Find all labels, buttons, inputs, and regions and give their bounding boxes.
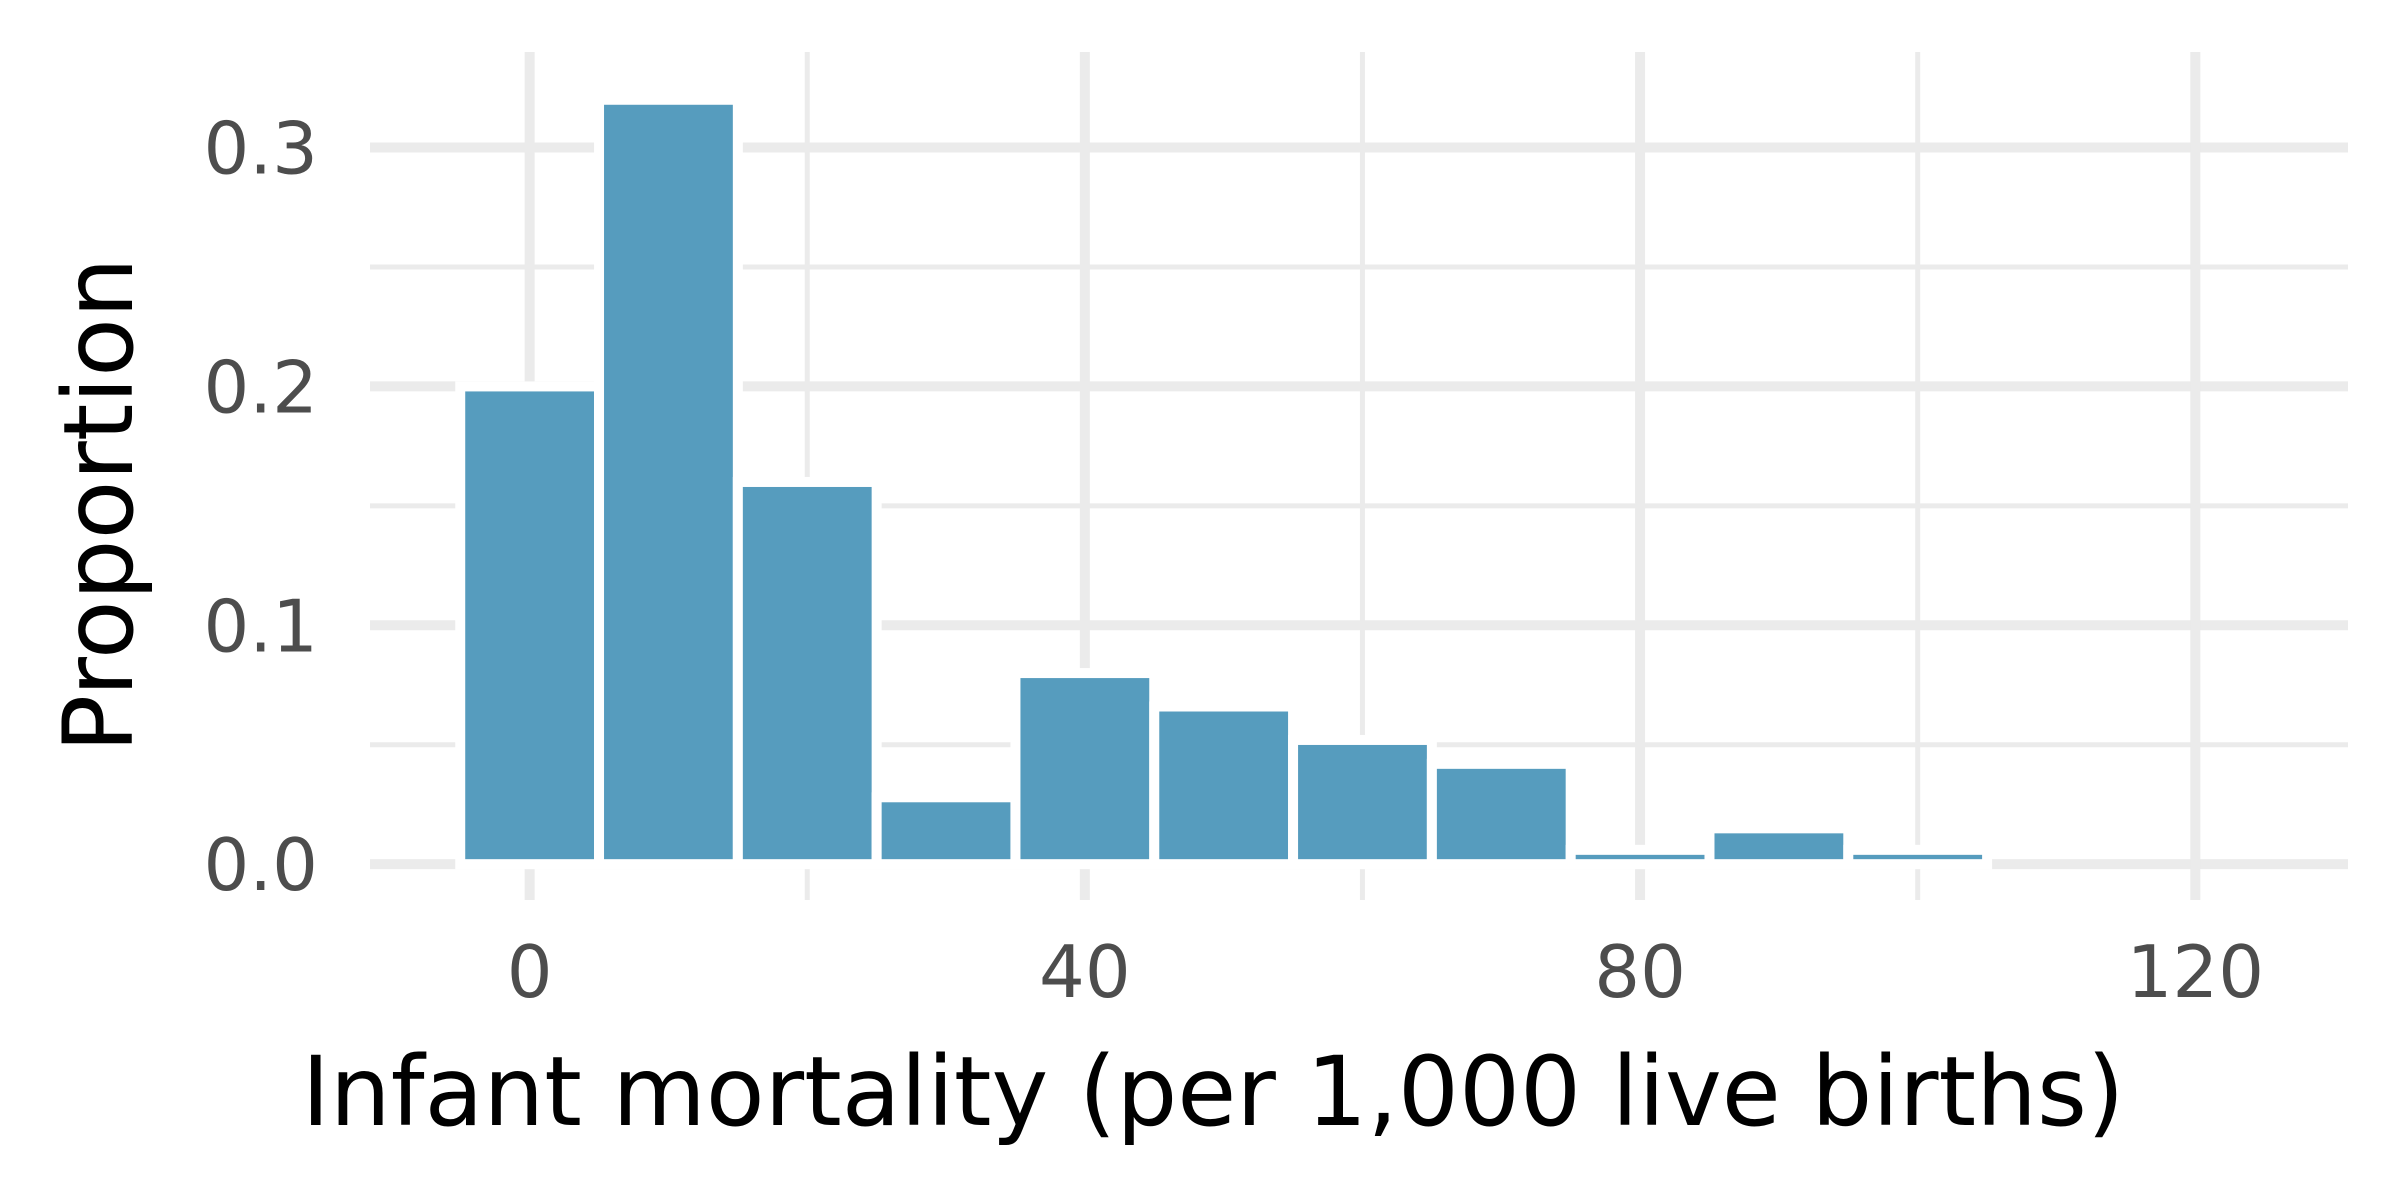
histogram-bar <box>594 94 743 870</box>
histogram-bar <box>732 476 882 870</box>
histogram-bar <box>1426 758 1576 870</box>
x-axis-title: Infant mortality (per 1,000 live births) <box>302 1036 2125 1148</box>
histogram-bar <box>1149 701 1299 870</box>
grid-lines <box>370 52 2348 900</box>
y-tick-label: 0.2 <box>203 345 318 429</box>
x-tick-labels: 0 40 80 120 <box>507 930 2264 1014</box>
y-tick-label: 0.0 <box>203 823 318 907</box>
histogram-bar <box>455 381 605 870</box>
x-tick-label: 80 <box>1594 930 1686 1014</box>
y-tick-labels: 0.0 0.1 0.2 0.3 <box>203 107 318 908</box>
histogram-bar <box>1288 734 1437 870</box>
y-tick-label: 0.1 <box>203 584 318 668</box>
histogram-bar <box>871 792 1021 870</box>
bars <box>455 94 1993 870</box>
histogram-bar <box>1704 823 1854 870</box>
histogram-bar <box>1565 844 1715 870</box>
histogram-bar <box>1843 844 1993 870</box>
histogram-bar <box>1010 668 1160 870</box>
x-tick-label: 0 <box>507 930 553 1014</box>
y-axis-title: Proportion <box>43 257 155 752</box>
y-tick-label: 0.3 <box>203 107 318 191</box>
x-tick-label: 120 <box>2127 930 2264 1014</box>
x-tick-label: 40 <box>1039 930 1131 1014</box>
